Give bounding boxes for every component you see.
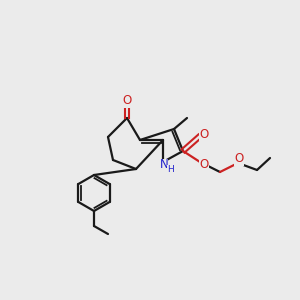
Text: O: O	[234, 152, 244, 166]
Text: N: N	[160, 158, 168, 172]
Text: H: H	[167, 164, 173, 173]
Text: O: O	[122, 94, 132, 107]
Text: O: O	[200, 128, 208, 140]
Text: O: O	[200, 158, 208, 170]
